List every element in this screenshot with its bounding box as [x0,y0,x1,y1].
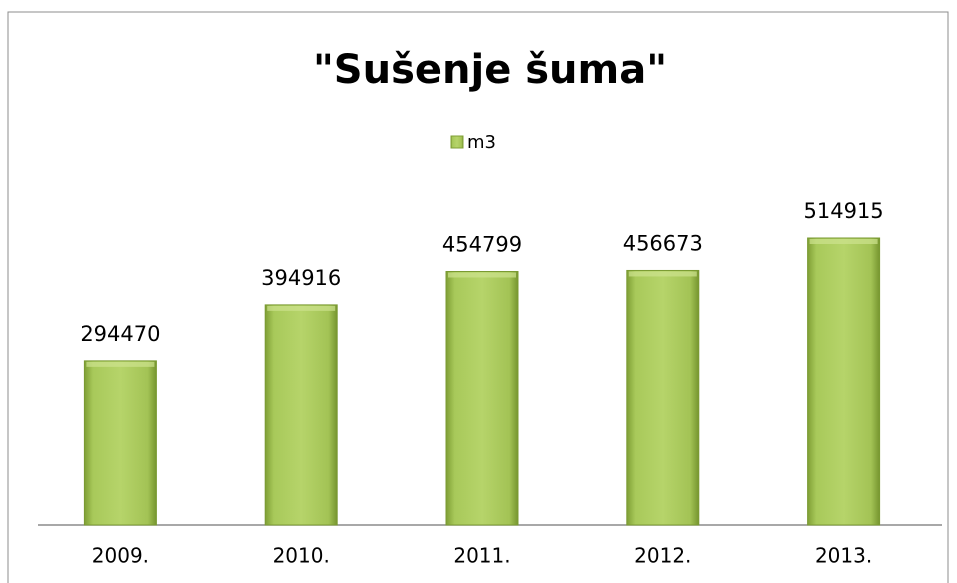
bar [807,237,881,526]
bar-bevel [628,271,697,277]
data-label: 456673 [623,231,703,255]
bar-bevel [809,239,878,244]
x-tick-label: 2013. [815,544,872,568]
legend-label: m3 [467,132,496,153]
data-label: 514915 [804,199,884,223]
x-tick-label: 2011. [453,544,510,568]
bar-bevel [267,305,336,311]
x-tick-label: 2010. [273,544,330,568]
bar-bevel [448,272,516,278]
data-label: 454799 [442,233,522,257]
bar [626,269,700,526]
data-label: 394916 [261,266,341,290]
legend-swatch [450,135,464,149]
chart-title: "Sušenje šuma" [313,47,667,93]
bar [83,360,157,526]
x-tick-label: 2012. [634,544,691,568]
bar [264,304,338,526]
bar [445,271,519,526]
x-tick-label: 2009. [92,544,149,568]
bar-bevel [86,361,155,367]
data-label: 294470 [80,322,160,346]
